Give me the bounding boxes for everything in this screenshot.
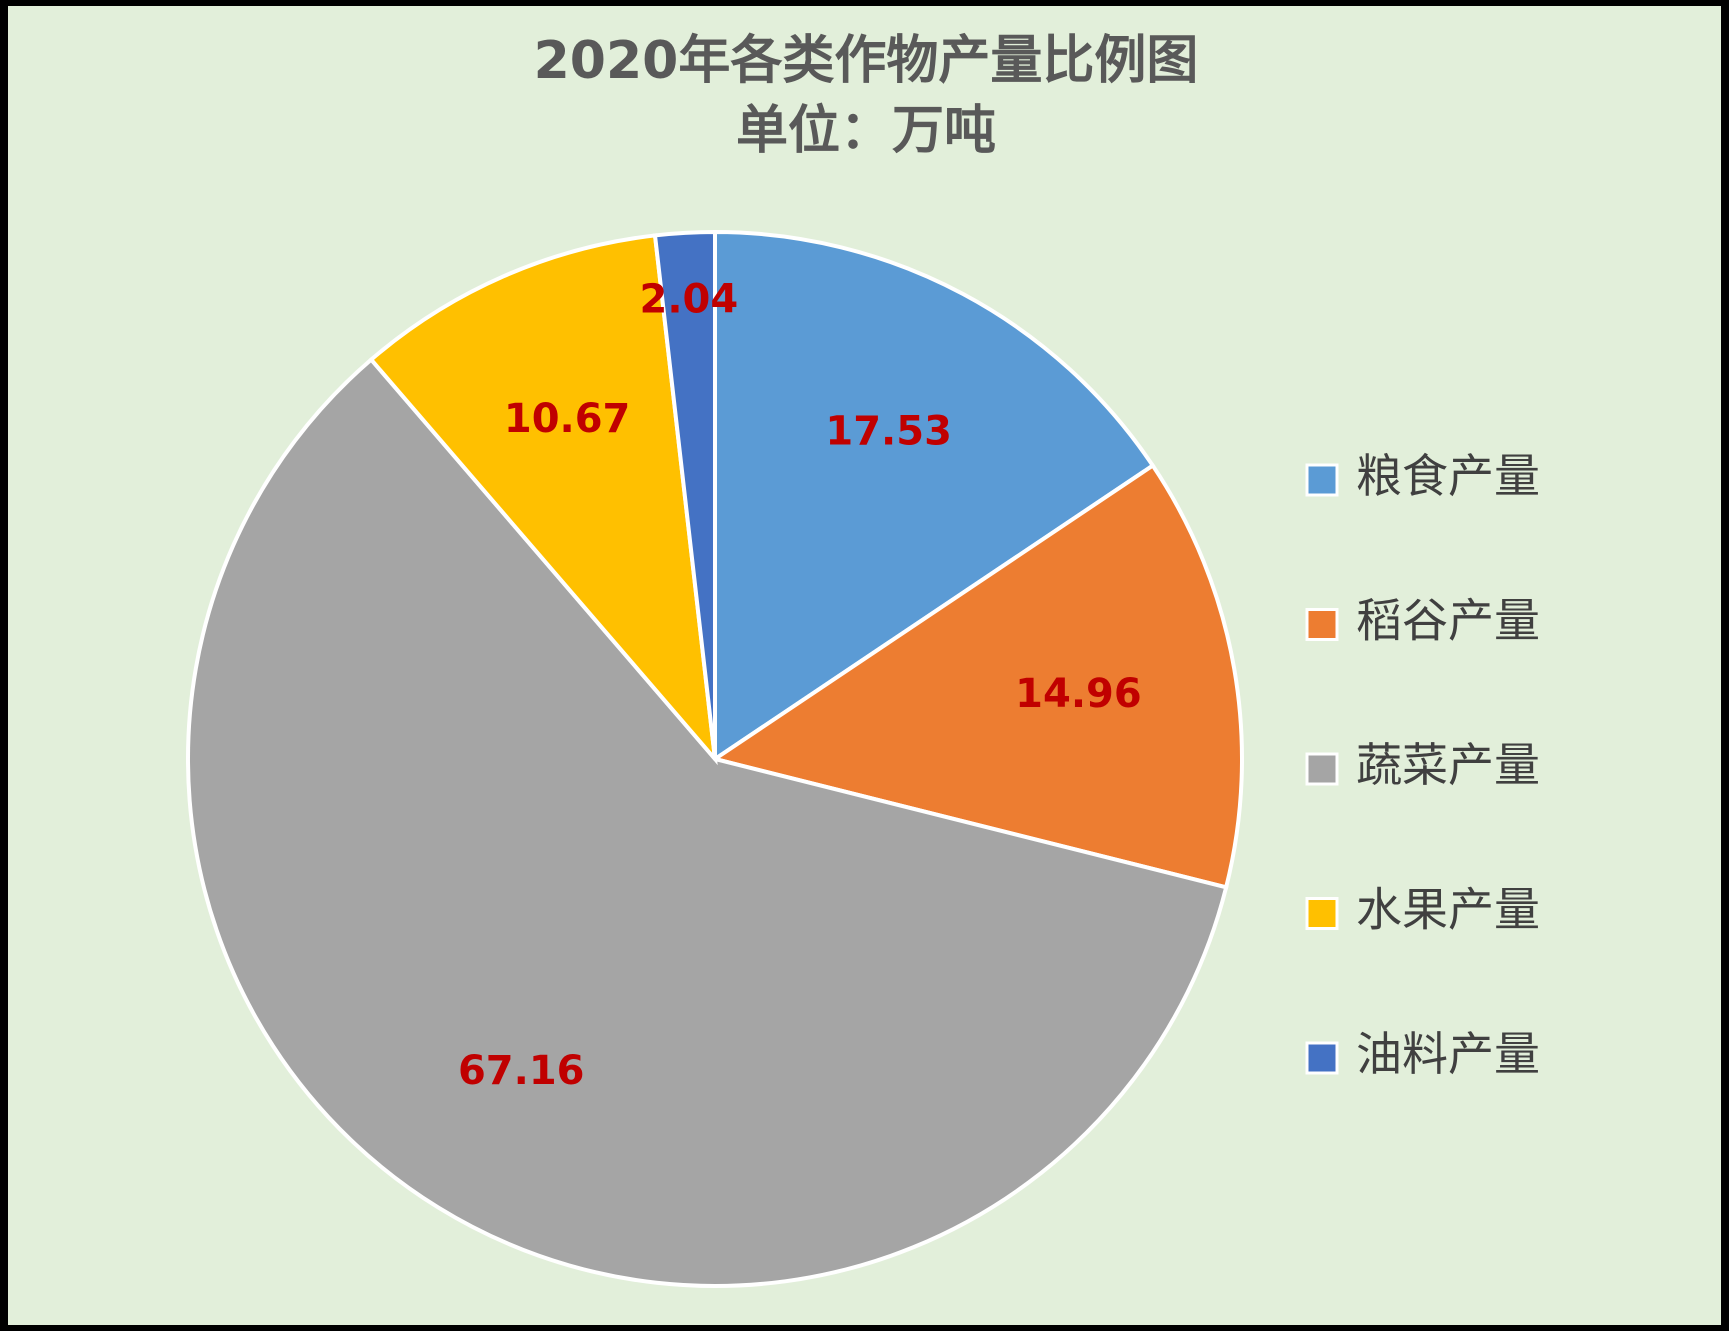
legend-swatch xyxy=(1305,1041,1339,1075)
legend-entry: 稻谷产量 xyxy=(1356,594,1540,648)
pie-slice xyxy=(710,462,1244,890)
value-label: 17.53 xyxy=(825,409,952,455)
value-label: 10.67 xyxy=(504,396,631,442)
legend-swatch xyxy=(1305,608,1339,641)
pie-slice xyxy=(186,356,1229,1288)
legend-entry: 蔬菜产量 xyxy=(1356,738,1540,792)
legend-swatch xyxy=(1305,463,1339,497)
legend-entry: 水果产量 xyxy=(1356,883,1540,937)
chart-title: 2020年各类作物产量比例图 xyxy=(534,31,1199,91)
value-label: 2.04 xyxy=(640,276,739,322)
pie-slice xyxy=(368,233,718,766)
legend-swatch xyxy=(1305,897,1339,930)
legend-entry: 油料产量 xyxy=(1356,1027,1540,1081)
pie-slice xyxy=(652,229,717,760)
legend-swatch xyxy=(1305,752,1339,786)
legend-entry: 粮食产量 xyxy=(1356,449,1540,503)
value-label: 14.96 xyxy=(1015,671,1142,717)
value-label: 67.16 xyxy=(458,1048,585,1094)
chart-subtitle: 单位：万吨 xyxy=(736,101,996,161)
pie-slice xyxy=(713,229,1156,763)
